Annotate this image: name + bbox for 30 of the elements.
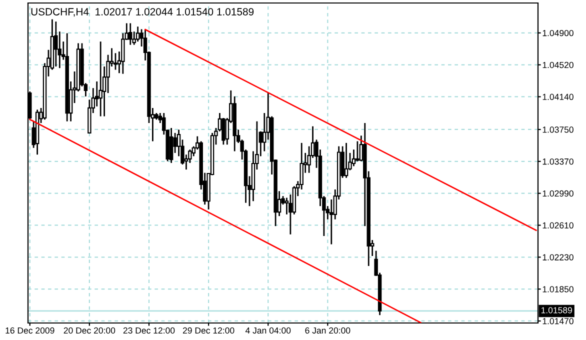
candlestick bbox=[128, 22, 132, 46]
y-tick-label: 1.02610 bbox=[542, 222, 574, 228]
candlestick bbox=[98, 40, 102, 117]
x-tick-label: 6 Jan 20:00 bbox=[305, 327, 350, 334]
candlestick bbox=[344, 142, 348, 179]
x-tick-label: 29 Dec 12:00 bbox=[182, 327, 234, 334]
candlestick bbox=[136, 26, 140, 42]
x-tick-label: 20 Dec 20:00 bbox=[64, 327, 116, 334]
y-tick-label: 1.01470 bbox=[542, 318, 574, 324]
y-tick-label: 1.04140 bbox=[542, 94, 574, 100]
y-tick-label: 1.03750 bbox=[542, 126, 574, 133]
y-tick-label: 1.02230 bbox=[542, 254, 574, 260]
candlestick bbox=[121, 32, 125, 74]
y-tick-label: 1.03370 bbox=[542, 158, 574, 165]
y-tick-label: 1.04520 bbox=[542, 62, 574, 68]
candlestick bbox=[54, 20, 58, 68]
candlestick bbox=[330, 198, 334, 245]
chart-title: USDCHF,H4 1.02017 1.02044 1.01540 1.01589 bbox=[31, 8, 254, 17]
y-tick-label: 1.04900 bbox=[542, 30, 574, 36]
candlestick bbox=[114, 52, 118, 70]
x-tick-label: 4 Jan 04:00 bbox=[245, 327, 291, 334]
candlestick bbox=[222, 117, 226, 146]
x-tick-label: 16 Dec 2009 bbox=[6, 327, 54, 334]
y-tick-label: 1.01850 bbox=[542, 286, 574, 292]
candlestick bbox=[169, 127, 174, 164]
ref-line-label: 1.01589 bbox=[541, 307, 572, 314]
x-tick-label: 23 Dec 12:00 bbox=[123, 327, 175, 334]
y-tick-label: 1.02990 bbox=[542, 190, 574, 197]
candlestick bbox=[356, 140, 360, 162]
candlestick bbox=[352, 148, 356, 167]
